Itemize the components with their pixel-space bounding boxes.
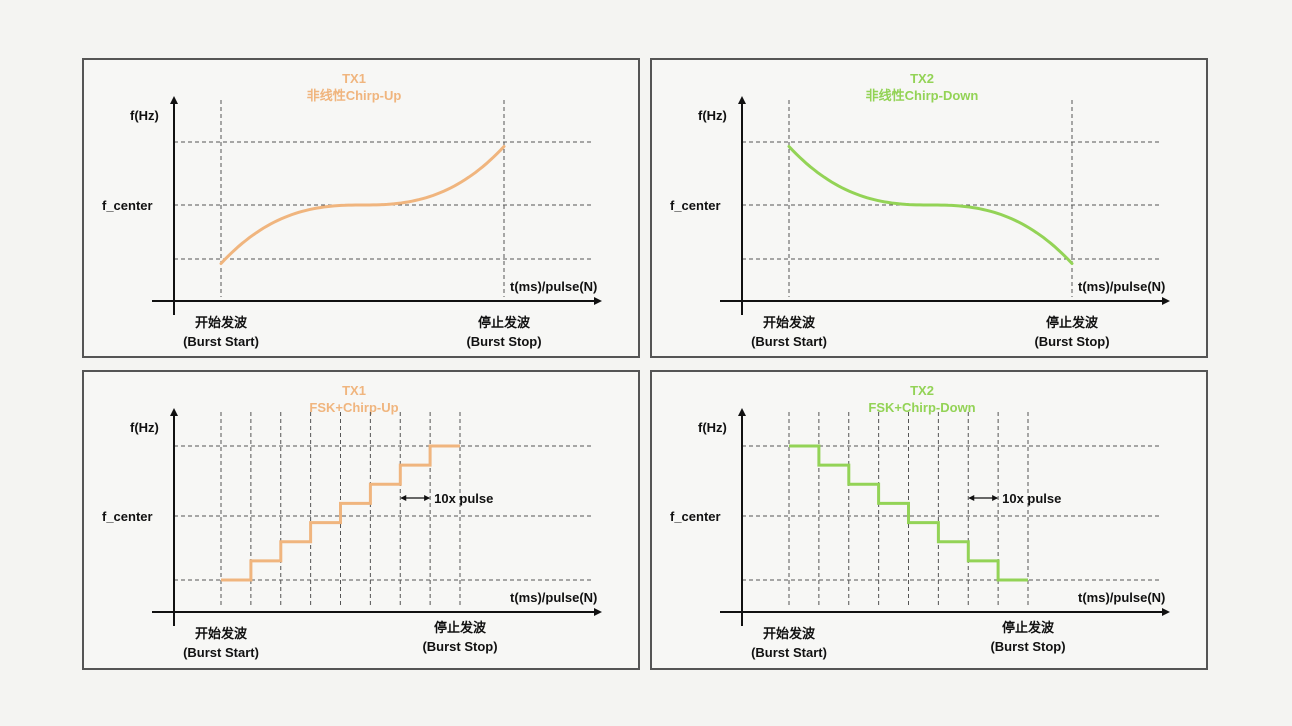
burst-stop-label: 停止发波 [1046,315,1099,330]
fsk-down-staircase [789,444,1028,582]
panel-tx2-fsk-chirp-down: TX2 FSK+Chirp-Down f(Hz) f_center t(ms)/puls… [650,370,1208,670]
burst-stop-sublabel: (Burst Stop) [990,639,1065,654]
f-center-label: f_center [102,198,153,213]
burst-stop-label: 停止发波 [478,315,531,330]
panel-title: TX1 [342,71,366,86]
panel-subtitle: FSK+Chirp-Up [309,400,398,415]
pulse-label: 10x pulse [434,491,493,506]
panel-subtitle: 非线性Chirp-Down [866,88,979,103]
burst-stop-sublabel: (Burst Stop) [1034,334,1109,349]
panel-subtitle: FSK+Chirp-Down [868,400,975,415]
y-axis-label: f(Hz) [698,420,727,435]
burst-start-label: 开始发波 [195,626,248,641]
burst-start-sublabel: (Burst Start) [183,334,259,349]
panel-tx1-fsk-chirp-up: TX1 FSK+Chirp-Up f(Hz) f_center t(ms)/pulse(… [82,370,640,670]
burst-stop-sublabel: (Burst Stop) [422,639,497,654]
f-center-label: f_center [670,198,721,213]
panel-title: TX2 [910,383,934,398]
burst-stop-sublabel: (Burst Stop) [466,334,541,349]
x-axis-label: t(ms)/pulse(N) [510,590,597,605]
chirp-down-curve [787,145,1074,265]
fsk-up-staircase [221,444,460,582]
burst-stop-label: 停止发波 [434,620,487,635]
panel-title: TX1 [342,383,366,398]
burst-stop-label: 停止发波 [1002,620,1055,635]
panel-subtitle: 非线性Chirp-Up [307,88,402,103]
diagram-svg: TX2 FSK+Chirp-Down f(Hz) f_center t(ms)/puls… [670,383,1170,660]
panel-tx1-nonlinear-chirp-up: TX1 非线性Chirp-Up f(Hz) f_center t(ms)/pulse(N… [82,58,640,358]
y-axis-label: f(Hz) [130,108,159,123]
y-axis-label: f(Hz) [130,420,159,435]
x-axis-label: t(ms)/pulse(N) [1078,279,1165,294]
burst-start-label: 开始发波 [763,626,816,641]
diagram-svg: TX1 FSK+Chirp-Up f(Hz) f_center t(ms)/pulse(… [102,383,602,660]
burst-start-sublabel: (Burst Start) [751,645,827,660]
diagram-svg: TX1 非线性Chirp-Up f(Hz) f_center t(ms)/pulse(N… [102,71,602,349]
diagram-svg: TX2 非线性Chirp-Down f(Hz) f_center t(ms)/pulse… [670,71,1170,349]
x-axis-label: t(ms)/pulse(N) [510,279,597,294]
burst-start-label: 开始发波 [195,315,248,330]
burst-start-label: 开始发波 [763,315,816,330]
panel-title: TX2 [910,71,934,86]
y-axis-label: f(Hz) [698,108,727,123]
pulse-label: 10x pulse [1002,491,1061,506]
f-center-label: f_center [102,509,153,524]
chirp-up-curve [219,145,506,265]
x-axis-label: t(ms)/pulse(N) [1078,590,1165,605]
f-center-label: f_center [670,509,721,524]
burst-start-sublabel: (Burst Start) [183,645,259,660]
burst-start-sublabel: (Burst Start) [751,334,827,349]
panel-tx2-nonlinear-chirp-down: TX2 非线性Chirp-Down f(Hz) f_center t(ms)/pulse… [650,58,1208,358]
